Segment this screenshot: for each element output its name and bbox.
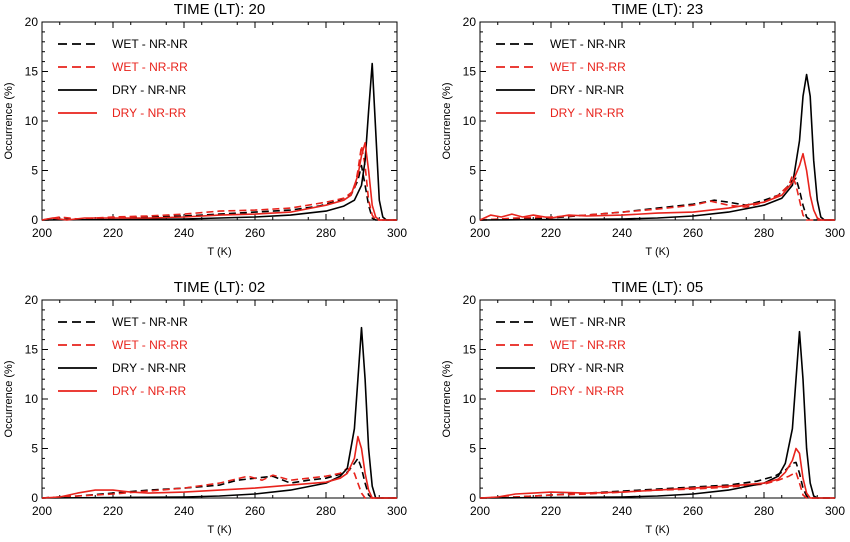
x-axis-label: T (K) <box>207 524 231 536</box>
series-line-4 <box>41 142 397 221</box>
x-tick-label: 240 <box>174 226 194 240</box>
y-tick-label: 15 <box>463 65 477 79</box>
chart-panel-2: TIME (LT): 23 200 220 240 260 280 300 0 5 10 15 20 T… <box>441 1 845 258</box>
y-tick-label: 10 <box>25 392 39 406</box>
x-tick-label: 220 <box>103 226 123 240</box>
x-tick-label: 240 <box>174 504 194 518</box>
x-tick-label: 260 <box>683 226 703 240</box>
chart-title: TIME (LT): 23 <box>612 1 703 18</box>
y-tick-label: 10 <box>463 114 477 128</box>
legend-label: WET - NR-NR <box>112 315 188 329</box>
chart-panel-3: TIME (LT): 02 200 220 240 260 280 300 0 5 10 15 20 T… <box>3 279 407 536</box>
plot-frame <box>479 21 836 221</box>
chart-panel-4: TIME (LT): 05 200 220 240 260 280 300 0 5 10 15 20 T… <box>441 279 845 536</box>
series-line-2 <box>479 471 835 499</box>
y-tick-label: 5 <box>31 164 38 178</box>
x-tick-label: 300 <box>825 504 845 518</box>
series-line-3 <box>41 62 397 221</box>
x-axis-label: T (K) <box>645 246 669 258</box>
x-tick-label: 200 <box>32 226 52 240</box>
series-line-2 <box>41 145 397 221</box>
legend-label: WET - NR-NR <box>112 37 188 51</box>
y-tick-label: 0 <box>469 491 476 505</box>
y-tick-label: 5 <box>31 442 38 456</box>
x-tick-label: 300 <box>387 226 407 240</box>
legend-label: DRY - NR-RR <box>550 106 625 120</box>
legend-label: DRY - NR-NR <box>112 361 187 375</box>
series-line-3 <box>479 73 835 221</box>
series-line-2 <box>479 174 835 221</box>
x-tick-label: 280 <box>754 504 774 518</box>
x-tick-label: 260 <box>245 226 265 240</box>
y-axis-label: Occurrence (%) <box>441 360 453 437</box>
y-tick-label: 5 <box>469 164 476 178</box>
plot-frame <box>41 21 398 221</box>
legend-label: DRY - NR-RR <box>112 384 187 398</box>
x-tick-label: 240 <box>612 226 632 240</box>
y-tick-label: 20 <box>25 15 39 29</box>
legend-label: DRY - NR-RR <box>112 106 187 120</box>
y-tick-label: 5 <box>469 442 476 456</box>
series-line-1 <box>41 164 397 221</box>
legend-label: DRY - NR-NR <box>550 361 625 375</box>
series-line-3 <box>479 330 835 499</box>
x-tick-label: 200 <box>32 504 52 518</box>
x-tick-label: 260 <box>683 504 703 518</box>
legend-label: WET - NR-RR <box>112 338 188 352</box>
x-tick-label: 240 <box>612 504 632 518</box>
series-line-4 <box>479 152 835 221</box>
y-tick-label: 20 <box>25 293 39 307</box>
y-tick-label: 15 <box>25 343 39 357</box>
y-tick-label: 0 <box>469 213 476 227</box>
series-line-4 <box>41 435 397 499</box>
x-tick-label: 200 <box>470 226 490 240</box>
y-tick-label: 0 <box>31 491 38 505</box>
y-tick-label: 15 <box>463 343 477 357</box>
legend-label: DRY - NR-NR <box>550 83 625 97</box>
x-tick-label: 300 <box>825 226 845 240</box>
y-tick-label: 0 <box>31 213 38 227</box>
x-tick-label: 300 <box>387 504 407 518</box>
legend-label: WET - NR-NR <box>550 37 626 51</box>
x-axis-label: T (K) <box>645 524 669 536</box>
legend-label: DRY - NR-NR <box>112 83 187 97</box>
chart-panel-1: TIME (LT): 20 200 220 240 260 280 300 0 5 10 15 20 T… <box>3 1 407 258</box>
y-tick-label: 10 <box>25 114 39 128</box>
chart-title: TIME (LT): 05 <box>612 279 703 296</box>
x-axis-label: T (K) <box>207 246 231 258</box>
series-line-3 <box>41 326 397 499</box>
x-tick-label: 220 <box>541 226 561 240</box>
x-tick-label: 260 <box>245 504 265 518</box>
y-axis-label: Occurrence (%) <box>441 82 453 159</box>
legend-label: DRY - NR-RR <box>550 384 625 398</box>
x-tick-label: 280 <box>316 504 336 518</box>
y-tick-label: 20 <box>463 15 477 29</box>
series-line-2 <box>41 467 397 499</box>
legend-label: WET - NR-RR <box>550 60 626 74</box>
y-axis-label: Occurrence (%) <box>3 360 15 437</box>
series-line-1 <box>41 457 397 499</box>
y-tick-label: 20 <box>463 293 477 307</box>
legend-label: WET - NR-NR <box>550 315 626 329</box>
y-axis-label: Occurrence (%) <box>3 82 15 159</box>
chart-title: TIME (LT): 02 <box>174 279 265 296</box>
legend-label: WET - NR-RR <box>550 338 626 352</box>
legend-label: WET - NR-RR <box>112 60 188 74</box>
x-tick-label: 200 <box>470 504 490 518</box>
y-tick-label: 10 <box>463 392 477 406</box>
y-tick-label: 15 <box>25 65 39 79</box>
series-line-4 <box>479 447 835 499</box>
x-tick-label: 220 <box>103 504 123 518</box>
chart-title: TIME (LT): 20 <box>174 1 265 18</box>
x-tick-label: 220 <box>541 504 561 518</box>
x-tick-label: 280 <box>754 226 774 240</box>
plot-frame <box>41 299 398 499</box>
x-tick-label: 280 <box>316 226 336 240</box>
